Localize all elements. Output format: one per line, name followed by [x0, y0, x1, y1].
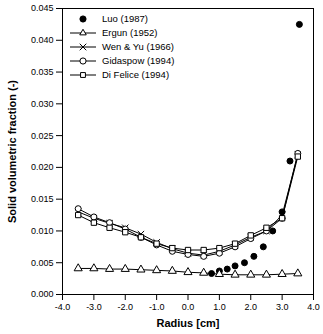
- svg-text:0.045: 0.045: [31, 3, 54, 13]
- svg-text:3.0: 3.0: [276, 302, 289, 312]
- svg-text:Radius [cm]: Radius [cm]: [157, 317, 220, 329]
- svg-text:Luo (1987): Luo (1987): [102, 13, 148, 24]
- svg-text:0.035: 0.035: [31, 67, 54, 77]
- svg-text:Gidaspow (1994): Gidaspow (1994): [102, 55, 174, 66]
- svg-text:0.030: 0.030: [31, 99, 54, 109]
- svg-text:0.040: 0.040: [31, 35, 54, 45]
- svg-text:1.0: 1.0: [213, 302, 226, 312]
- svg-text:0.015: 0.015: [31, 194, 54, 204]
- svg-text:0.000: 0.000: [31, 289, 54, 299]
- svg-text:0.010: 0.010: [31, 226, 54, 236]
- svg-text:0.025: 0.025: [31, 130, 54, 140]
- svg-text:2.0: 2.0: [244, 302, 257, 312]
- svg-text:0.020: 0.020: [31, 162, 54, 172]
- svg-text:-2.0: -2.0: [117, 302, 133, 312]
- svg-text:-1.0: -1.0: [149, 302, 165, 312]
- svg-text:0.005: 0.005: [31, 258, 54, 268]
- svg-text:Solid volumetric fraction (-): Solid volumetric fraction (-): [6, 80, 18, 223]
- svg-text:-3.0: -3.0: [86, 302, 102, 312]
- svg-text:4.0: 4.0: [307, 302, 320, 312]
- svg-text:Ergun (1952): Ergun (1952): [102, 27, 157, 38]
- svg-text:Di Felice (1994): Di Felice (1994): [102, 69, 169, 80]
- svg-text:Wen & Yu (1966): Wen & Yu (1966): [102, 41, 174, 52]
- svg-text:-4.0: -4.0: [55, 302, 71, 312]
- svg-text:0.0: 0.0: [182, 302, 195, 312]
